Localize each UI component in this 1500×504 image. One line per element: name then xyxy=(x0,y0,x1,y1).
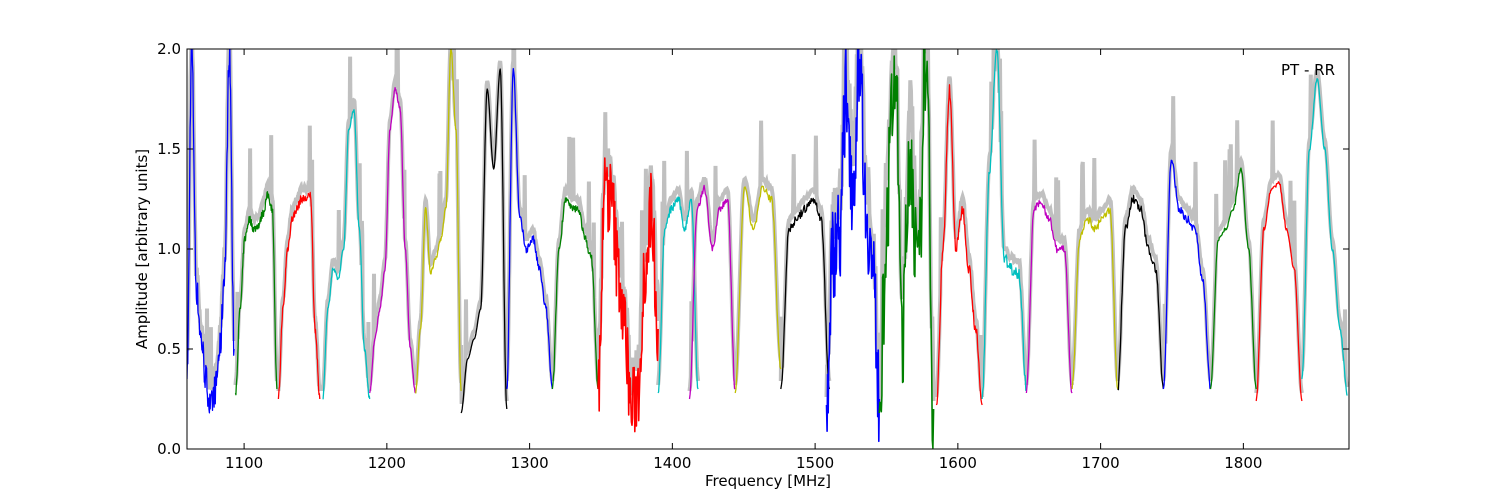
axis-ticks: 1100 1200 1300 1400 1500 1600 1700 1800 0.0 0.5 1.… xyxy=(157,40,1349,472)
series-line-16 xyxy=(935,84,983,406)
background-trace-1 xyxy=(233,135,279,386)
series-line-1 xyxy=(234,191,278,396)
background-trace-24 xyxy=(1299,67,1349,388)
background-trace-17 xyxy=(980,49,1029,392)
series-line-12 xyxy=(734,185,782,394)
series-line-15 xyxy=(878,49,935,449)
x-axis-label: Frequency [MHz] xyxy=(705,472,831,490)
background-trace-13 xyxy=(778,135,832,382)
annotation-label: PT - RR xyxy=(1281,61,1335,79)
x-tick-label: 1200 xyxy=(368,454,406,472)
background-trace-20 xyxy=(1115,184,1166,382)
series-line-2 xyxy=(277,191,321,400)
x-tick-label: 1800 xyxy=(1224,454,1262,472)
series-line-17 xyxy=(981,49,1027,400)
background-trace-21 xyxy=(1161,96,1213,382)
background-trace-6 xyxy=(459,60,509,405)
series-line-9 xyxy=(597,157,659,433)
background-trace-3 xyxy=(320,56,372,392)
background-trace-22 xyxy=(1208,120,1259,382)
y-tick-label: 1.0 xyxy=(157,240,181,258)
series-line-10 xyxy=(657,196,699,394)
x-tick-label: 1700 xyxy=(1082,454,1120,472)
series-line-18 xyxy=(1025,200,1073,394)
series-line-3 xyxy=(322,109,371,400)
series-line-23 xyxy=(1255,181,1303,402)
series-line-5 xyxy=(415,49,462,394)
series-line-6 xyxy=(460,68,508,414)
background-trace-2 xyxy=(276,125,322,392)
y-axis-label: Amplitude [arbitrary units] xyxy=(133,149,151,349)
series-line-13 xyxy=(780,197,831,390)
background-trace-18 xyxy=(1024,139,1075,386)
y-tick-label: 1.5 xyxy=(157,140,181,158)
background-trace-5 xyxy=(413,49,464,386)
x-tick-label: 1500 xyxy=(796,454,834,472)
series-line-19 xyxy=(1071,207,1119,390)
series-line-22 xyxy=(1209,167,1257,390)
series-line-8 xyxy=(551,197,599,390)
series-line-7 xyxy=(506,67,554,390)
background-trace-19 xyxy=(1070,157,1120,382)
series-line-11 xyxy=(688,184,736,400)
y-tick-label: 0.5 xyxy=(157,340,181,358)
background-trace-23 xyxy=(1254,120,1304,394)
series-line-20 xyxy=(1117,194,1165,391)
background-trace-layer xyxy=(187,49,1349,406)
background-trace-7 xyxy=(504,49,555,382)
series-layer xyxy=(187,49,1348,449)
x-tick-label: 1600 xyxy=(939,454,977,472)
background-trace-8 xyxy=(550,136,601,382)
background-trace-14 xyxy=(824,49,882,398)
series-line-24 xyxy=(1301,77,1348,396)
background-trace-10 xyxy=(656,150,701,386)
series-line-21 xyxy=(1162,159,1212,390)
x-tick-label: 1400 xyxy=(653,454,691,472)
series-line-0 xyxy=(187,49,235,414)
y-tick-label: 2.0 xyxy=(157,40,181,58)
y-tick-label: 0.0 xyxy=(157,440,181,458)
background-trace-12 xyxy=(733,120,783,386)
series-line-14 xyxy=(825,49,881,443)
x-tick-label: 1100 xyxy=(225,454,263,472)
x-tick-label: 1300 xyxy=(511,454,549,472)
background-trace-11 xyxy=(687,165,738,392)
series-line-4 xyxy=(369,86,417,394)
